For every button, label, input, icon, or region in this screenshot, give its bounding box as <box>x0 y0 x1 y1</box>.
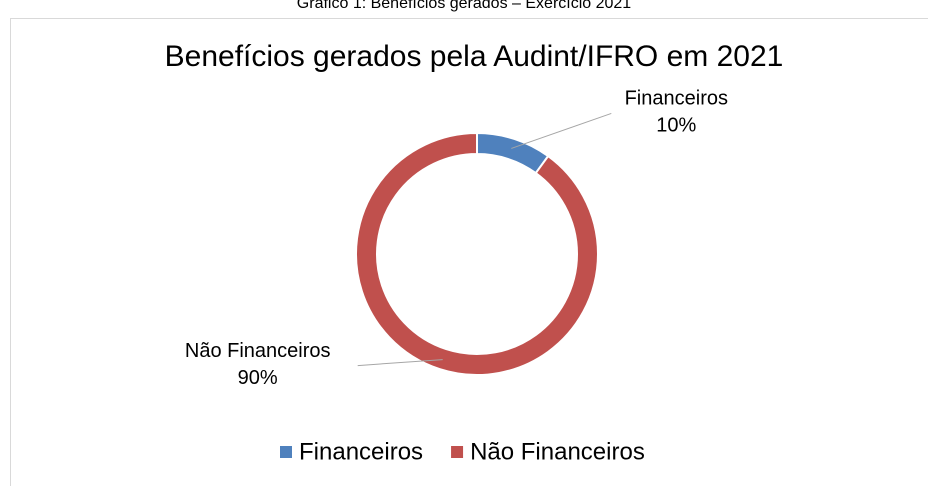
data-label-name: Não Financeiros <box>185 340 331 362</box>
leader-line <box>511 112 612 149</box>
donut-segment <box>355 131 599 376</box>
data-label-value: 10% <box>656 115 696 137</box>
chart-title: Benefícios gerados pela Audint/IFRO em 2… <box>165 40 784 73</box>
leader-line <box>357 359 443 367</box>
chart-frame <box>10 18 928 486</box>
legend-swatch <box>451 446 464 458</box>
caption: Gráfico 1: Benefícios gerados – Exercíci… <box>297 0 632 12</box>
data-label-value: 90% <box>238 367 278 389</box>
legend-swatch <box>280 446 292 458</box>
legend-label: Financeiros <box>299 438 423 465</box>
data-label-name: Financeiros <box>625 88 728 110</box>
legend-label: Não Financeiros <box>470 438 645 465</box>
